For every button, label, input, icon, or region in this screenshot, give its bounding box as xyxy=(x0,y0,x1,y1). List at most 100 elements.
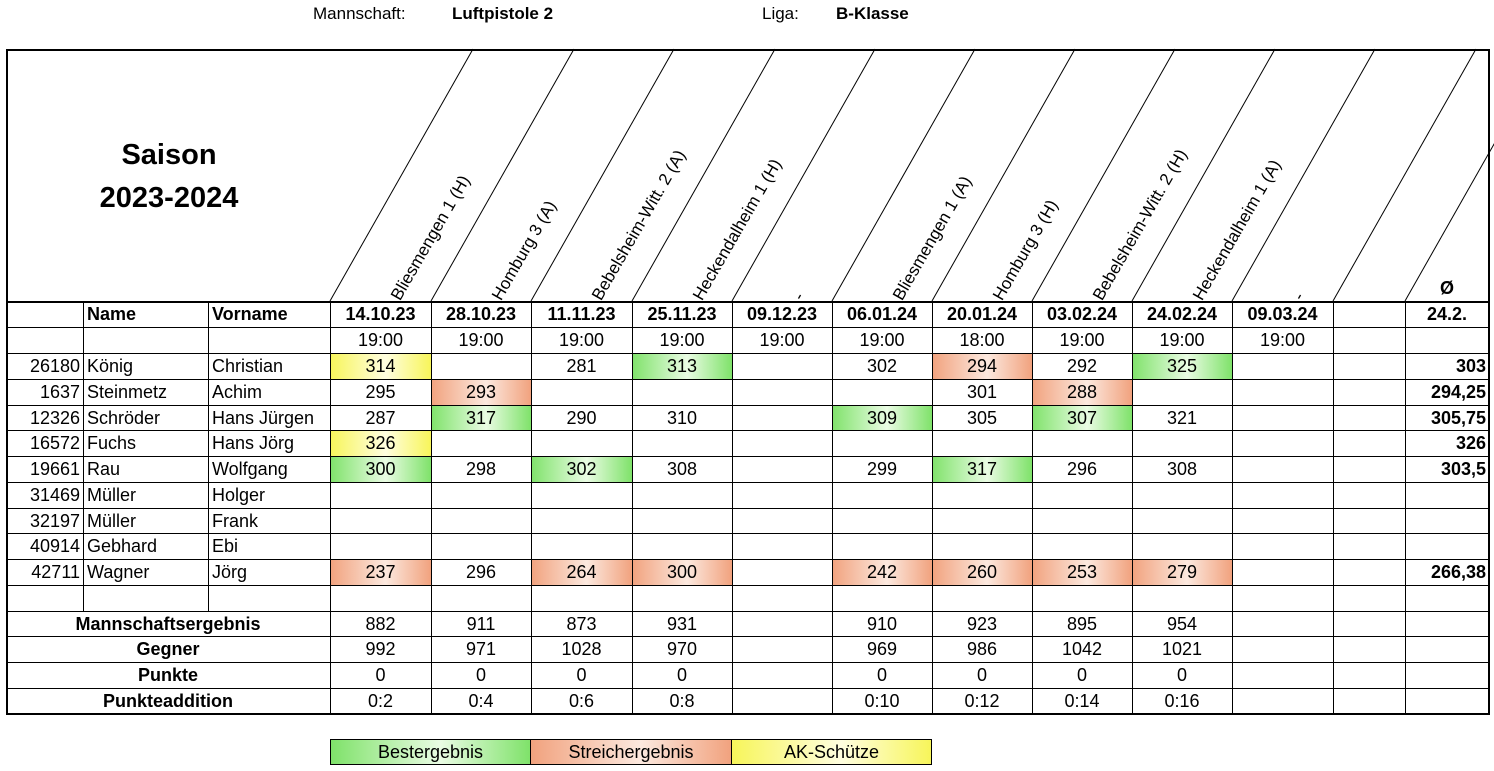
header-diagonal xyxy=(1404,143,1494,302)
player-score xyxy=(531,430,632,456)
summary-value xyxy=(732,662,832,688)
player-name: Müller xyxy=(87,510,137,531)
summary-value xyxy=(1232,636,1333,662)
player-score xyxy=(1232,379,1333,405)
grid-line xyxy=(1032,301,1033,714)
score-highlight xyxy=(832,559,932,585)
player-score xyxy=(732,405,832,430)
player-average: 303,5 xyxy=(1440,459,1486,479)
grid-line xyxy=(6,482,1489,483)
player-name: Rau xyxy=(87,459,121,479)
player-score: 309 xyxy=(866,407,898,428)
player-vorname: Achim xyxy=(212,382,263,402)
summary-value xyxy=(732,611,832,636)
player-score: 308 xyxy=(666,459,698,479)
grid-line xyxy=(6,585,1489,586)
player-id: 42711 xyxy=(31,562,80,582)
player-score xyxy=(732,482,832,508)
player-score xyxy=(732,508,832,533)
header-diagonal xyxy=(1131,48,1276,302)
header-diagonal xyxy=(1231,48,1376,302)
player-score: 317 xyxy=(465,407,497,428)
summary-value xyxy=(732,636,832,662)
score-highlight xyxy=(1032,379,1132,405)
player-score: 237 xyxy=(365,562,396,582)
player-score xyxy=(1232,405,1333,430)
summary-value: 1021 xyxy=(1161,639,1203,659)
score-highlight xyxy=(1032,405,1132,430)
player-average xyxy=(1405,482,1489,508)
player-vorname: Jörg xyxy=(212,562,248,582)
frame-right xyxy=(1488,49,1490,715)
player-name: Müller xyxy=(87,485,137,505)
player-score: 307 xyxy=(1066,407,1098,428)
grid-line xyxy=(6,430,1489,431)
player-average: 303 xyxy=(1455,356,1486,376)
player-score: 301 xyxy=(966,382,998,402)
score-highlight xyxy=(1132,353,1232,379)
summary-value: 895 xyxy=(1066,613,1098,634)
player-id: 12326 xyxy=(29,407,80,428)
summary-value: 1028 xyxy=(561,639,602,659)
legend-strike: Streichergebnis xyxy=(530,739,732,765)
player-score xyxy=(932,430,1032,456)
player-score: 302 xyxy=(866,356,898,376)
summary-value: 992 xyxy=(365,639,396,659)
summary-value: 911 xyxy=(466,613,496,634)
match-date: 28.10.23 xyxy=(445,304,517,324)
player-id: 32197 xyxy=(29,510,80,531)
player-score xyxy=(1232,353,1333,379)
grid-line xyxy=(431,301,432,714)
summary-label: Mannschaftsergebnis xyxy=(75,613,261,634)
player-name: Schröder xyxy=(87,407,161,428)
summary-value: 0:12 xyxy=(964,691,1000,711)
summary-value: 931 xyxy=(666,613,698,634)
grid-line xyxy=(1132,301,1133,714)
player-score: 242 xyxy=(866,562,898,582)
player-id: 1637 xyxy=(39,382,80,402)
score-highlight xyxy=(330,430,431,456)
player-score xyxy=(1032,508,1132,533)
header-diagonal xyxy=(731,48,876,302)
grid-line xyxy=(6,611,1489,612)
team-value: Luftpistole 2 xyxy=(452,4,554,23)
player-score: 292 xyxy=(1066,356,1098,376)
header-diagonal xyxy=(831,48,976,302)
player-average xyxy=(1405,533,1489,559)
player-score xyxy=(431,430,531,456)
score-highlight xyxy=(330,559,431,585)
summary-value: 0 xyxy=(1176,665,1187,685)
league-value: B-Klasse xyxy=(836,4,909,23)
grid-line xyxy=(6,508,1489,509)
player-score xyxy=(531,508,632,533)
player-score: 294 xyxy=(966,356,998,376)
summary-value: 970 xyxy=(666,639,698,659)
player-score xyxy=(330,533,431,559)
player-score: 279 xyxy=(1166,562,1198,582)
match-date: 11.11.23 xyxy=(547,304,616,324)
header-diagonal xyxy=(1031,48,1176,302)
match-date: 24.02.24 xyxy=(1146,304,1218,324)
grid-line xyxy=(1405,301,1406,714)
score-highlight xyxy=(932,353,1032,379)
summary-value: 0 xyxy=(676,665,687,685)
player-score xyxy=(832,482,932,508)
avg-symbol: Ø xyxy=(1439,278,1454,298)
match-date: 09.03.24 xyxy=(1247,304,1318,324)
summary-value: 0 xyxy=(1076,665,1087,685)
legend-ak: AK-Schütze xyxy=(731,739,932,765)
player-score xyxy=(1032,533,1132,559)
header-diagonal xyxy=(631,48,776,302)
summary-value: 0 xyxy=(475,665,486,685)
player-score xyxy=(531,533,632,559)
player-score xyxy=(932,482,1032,508)
player-score xyxy=(330,482,431,508)
score-highlight xyxy=(330,353,431,379)
season-title: Saison xyxy=(121,139,217,171)
summary-value: 873 xyxy=(566,613,597,634)
grid-line xyxy=(6,456,1489,457)
summary-value: 0 xyxy=(976,665,987,685)
player-score: 287 xyxy=(365,407,396,428)
player-score: 317 xyxy=(966,459,998,479)
player-name: Fuchs xyxy=(87,433,137,453)
